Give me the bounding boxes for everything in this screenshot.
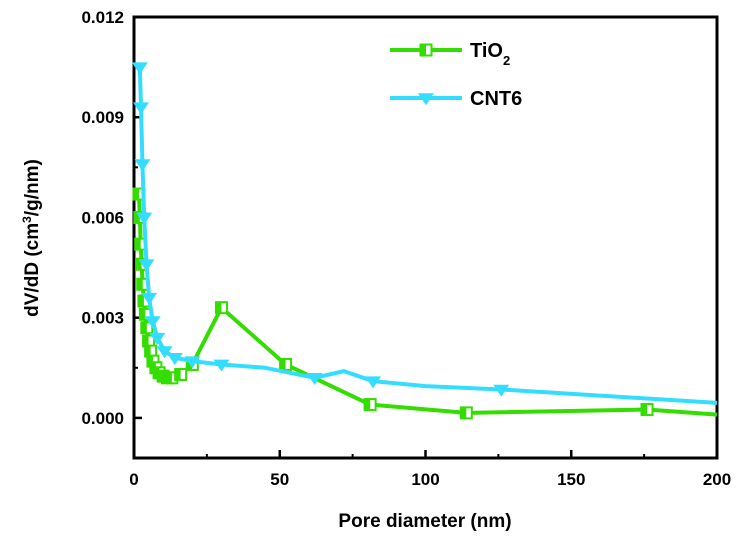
series-0 — [132, 187, 718, 420]
data-point-fill — [135, 238, 141, 250]
data-point — [149, 332, 166, 345]
data-point-fill — [136, 258, 142, 270]
legend-label-0: TiO2 — [470, 40, 510, 68]
data-point — [493, 384, 510, 397]
data-point-fill — [364, 399, 371, 411]
x-axis-title: Pore diameter (nm) — [338, 511, 511, 532]
data-point-fill — [138, 295, 144, 307]
y-axis-title-main: dV/dD (cm — [22, 223, 43, 317]
series-1 — [131, 62, 718, 405]
plot-frame — [132, 15, 719, 460]
data-point — [365, 376, 382, 389]
data-point-fill — [145, 345, 151, 357]
data-point-fill — [641, 404, 648, 416]
data-point — [144, 316, 161, 329]
data-point-fill — [162, 372, 168, 384]
axes: 0 50 100 150 200 0.000 0.003 0.006 0.009 0.012 — [81, 8, 731, 489]
x-tick-label: 0 — [129, 470, 138, 489]
data-point-fill — [147, 355, 153, 367]
legend: TiO2 CNT6 — [390, 40, 522, 110]
data-point-fill — [175, 368, 181, 380]
data-point-fill — [460, 407, 467, 419]
data-point-fill — [215, 302, 222, 314]
data-point-fill — [134, 211, 140, 223]
y-axis-title-superscript: 3 — [20, 216, 34, 223]
data-point-fill — [141, 322, 147, 334]
data-point — [306, 373, 323, 386]
legend-label-1: CNT6 — [470, 88, 522, 110]
data-point-fill — [133, 188, 139, 200]
data-point — [136, 212, 153, 225]
data-point — [166, 352, 183, 365]
legend-marker-0-fill — [420, 44, 426, 56]
data-point-fill — [153, 367, 160, 379]
legend-label-main: CNT6 — [470, 88, 522, 110]
data-point — [138, 259, 155, 272]
data-point — [132, 102, 149, 115]
data-point — [141, 292, 158, 305]
data-point-fill — [143, 335, 149, 347]
data-point — [213, 359, 230, 372]
data-point — [131, 62, 148, 75]
legend-label-subscript: 2 — [503, 53, 510, 68]
data-point-fill — [157, 370, 164, 382]
data-point — [134, 159, 151, 172]
data-point-fill — [166, 372, 172, 384]
data-point — [156, 346, 173, 359]
x-tick-label: 100 — [411, 470, 439, 489]
y-tick-label: 0.009 — [81, 108, 124, 127]
y-tick-label: 0.000 — [81, 409, 124, 428]
legend-marker-1 — [418, 93, 434, 106]
series-1-line — [137, 67, 718, 405]
y-axis-title-tail: /g/nm) — [22, 159, 43, 216]
data-point-fill — [186, 358, 193, 370]
data-point-fill — [139, 308, 146, 320]
y-axis-title: dV/dD (cm3/g/nm) — [20, 159, 43, 317]
x-tick-label: 150 — [557, 470, 585, 489]
y-tick-label: 0.003 — [81, 309, 124, 328]
x-tick-label: 50 — [270, 470, 289, 489]
y-tick-label: 0.006 — [81, 208, 124, 227]
y-tick-label: 0.012 — [81, 8, 124, 27]
x-tick-label: 200 — [703, 470, 731, 489]
series-layer — [131, 62, 718, 420]
data-point-fill — [280, 358, 286, 370]
legend-label-main: TiO — [470, 40, 503, 62]
data-point — [184, 356, 201, 369]
data-point-fill — [137, 278, 143, 290]
